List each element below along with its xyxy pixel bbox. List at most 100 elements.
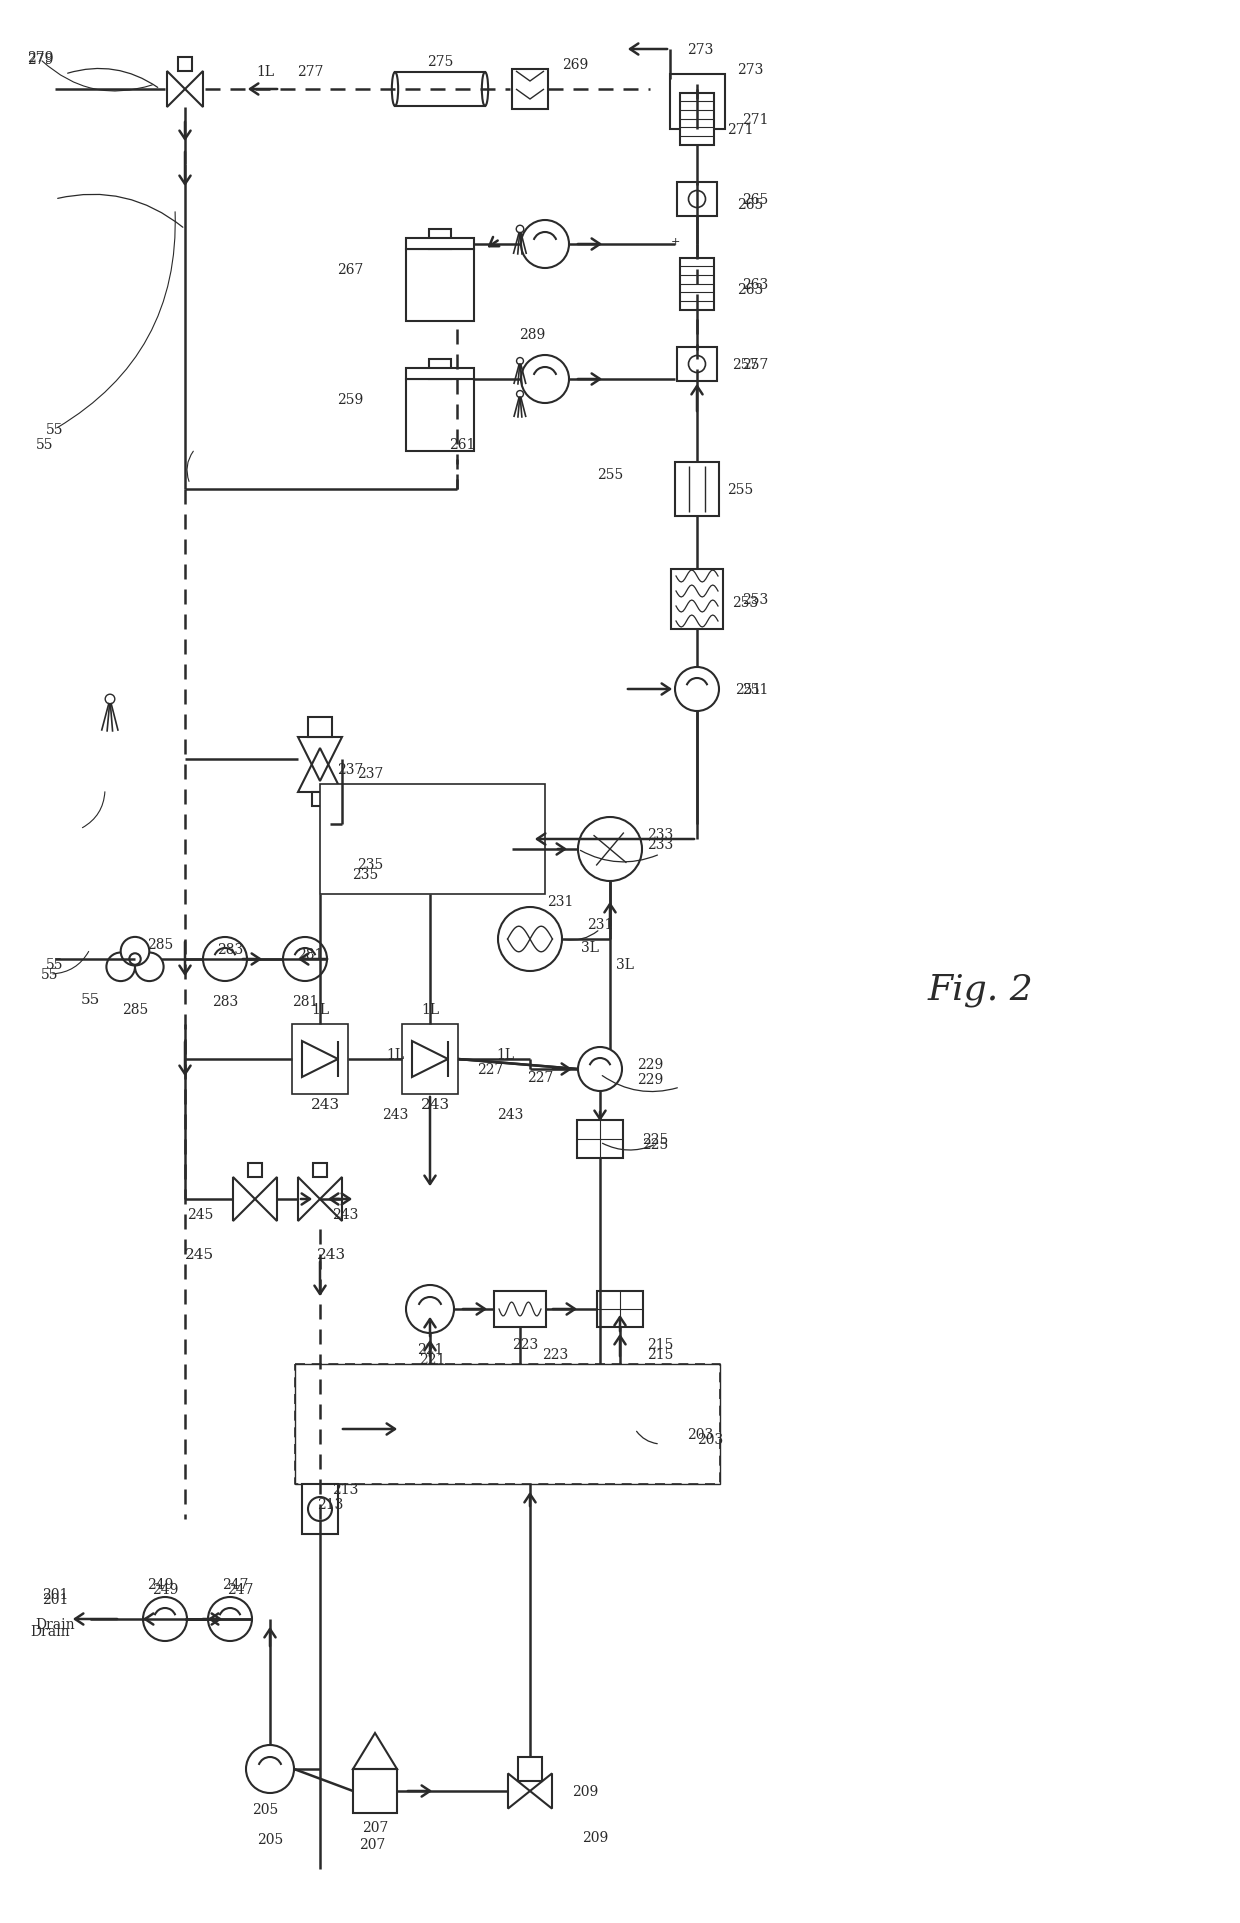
- Ellipse shape: [627, 1408, 642, 1450]
- Text: 267: 267: [337, 263, 363, 277]
- Text: 283: 283: [217, 942, 243, 956]
- Circle shape: [521, 221, 569, 269]
- Circle shape: [516, 227, 523, 233]
- Text: 205: 205: [257, 1833, 283, 1846]
- Text: 201: 201: [42, 1586, 68, 1602]
- Text: 243: 243: [332, 1208, 358, 1221]
- Text: 225: 225: [642, 1133, 668, 1146]
- Text: 281: 281: [296, 948, 324, 962]
- Text: 233: 233: [647, 827, 673, 842]
- Bar: [405, 238, 474, 250]
- Text: 251: 251: [735, 683, 761, 696]
- Ellipse shape: [321, 819, 335, 860]
- Text: 3L: 3L: [616, 958, 634, 971]
- Text: 285: 285: [146, 938, 174, 952]
- Circle shape: [107, 954, 135, 981]
- Text: Fig. 2: Fig. 2: [928, 973, 1033, 1006]
- Bar: [405, 250, 474, 321]
- Bar: [405, 369, 474, 381]
- Bar: [670, 75, 725, 131]
- Text: 227: 227: [527, 1071, 553, 1085]
- Bar: [512, 69, 548, 110]
- Bar: [677, 183, 717, 217]
- Text: 203: 203: [697, 1433, 723, 1446]
- Text: 249: 249: [151, 1583, 179, 1596]
- Polygon shape: [303, 1042, 339, 1077]
- Circle shape: [405, 1285, 454, 1333]
- Text: 227: 227: [477, 1061, 503, 1077]
- Text: 209: 209: [572, 1785, 598, 1798]
- Text: 235: 235: [352, 867, 378, 881]
- Text: 3L: 3L: [582, 940, 599, 954]
- Circle shape: [521, 356, 569, 404]
- Text: 247: 247: [222, 1577, 248, 1590]
- Text: 243: 243: [497, 1108, 523, 1121]
- Text: 207: 207: [362, 1819, 388, 1835]
- Text: 271: 271: [742, 113, 769, 127]
- Text: 231: 231: [587, 917, 614, 931]
- Circle shape: [120, 937, 149, 965]
- Text: 235: 235: [357, 858, 383, 871]
- Text: 263: 263: [737, 283, 763, 296]
- Text: 213: 213: [316, 1498, 343, 1511]
- Text: 257: 257: [742, 358, 769, 371]
- Bar: [329, 819, 513, 860]
- Bar: [295, 1363, 720, 1485]
- Text: 231: 231: [547, 894, 573, 908]
- Text: 209: 209: [582, 1831, 608, 1844]
- Text: Drain: Drain: [30, 1625, 69, 1638]
- Bar: [303, 1485, 339, 1535]
- Text: 261: 261: [449, 438, 475, 452]
- Text: 289: 289: [518, 327, 546, 342]
- Text: 243: 243: [310, 1098, 340, 1111]
- Bar: [291, 1025, 348, 1094]
- Circle shape: [135, 954, 164, 981]
- Text: 229: 229: [637, 1073, 663, 1086]
- Bar: [405, 381, 474, 452]
- Text: Drain: Drain: [35, 1617, 74, 1631]
- Bar: [353, 1769, 397, 1813]
- Text: 263: 263: [742, 277, 768, 292]
- Bar: [320, 785, 546, 894]
- Bar: [248, 1163, 262, 1177]
- Text: 281: 281: [291, 994, 319, 1008]
- Bar: [429, 231, 451, 250]
- Text: 279: 279: [27, 54, 53, 67]
- Circle shape: [688, 356, 706, 373]
- Bar: [518, 1758, 542, 1781]
- Text: 215: 215: [647, 1348, 673, 1361]
- Text: 237: 237: [357, 767, 383, 781]
- Text: 1L: 1L: [496, 1048, 515, 1061]
- Text: 243: 243: [317, 1248, 346, 1261]
- Text: 255: 255: [727, 483, 753, 496]
- Bar: [312, 792, 329, 806]
- Text: 221: 221: [417, 1342, 443, 1356]
- Ellipse shape: [392, 73, 398, 108]
- Text: 205: 205: [252, 1802, 278, 1815]
- Text: 271: 271: [727, 123, 753, 137]
- Ellipse shape: [482, 73, 489, 108]
- Bar: [308, 717, 332, 738]
- Text: 279: 279: [27, 52, 53, 65]
- Circle shape: [203, 938, 247, 981]
- Polygon shape: [412, 1042, 448, 1077]
- Text: 55: 55: [81, 992, 99, 1006]
- Circle shape: [129, 954, 140, 965]
- Text: 213: 213: [332, 1483, 358, 1496]
- Text: 215: 215: [647, 1336, 673, 1352]
- Text: 273: 273: [687, 42, 713, 58]
- Text: 243: 243: [420, 1098, 450, 1111]
- Text: 1L: 1L: [420, 1002, 439, 1017]
- Circle shape: [517, 358, 523, 365]
- Circle shape: [105, 694, 115, 704]
- Circle shape: [578, 1048, 622, 1092]
- Bar: [179, 58, 192, 71]
- Text: 255: 255: [596, 467, 624, 483]
- Text: +: +: [671, 237, 680, 246]
- Text: 253: 253: [742, 592, 768, 606]
- Circle shape: [246, 1744, 294, 1792]
- Text: 223: 223: [512, 1336, 538, 1352]
- Text: 275: 275: [427, 56, 453, 69]
- Bar: [671, 569, 723, 629]
- Text: 1L: 1L: [255, 65, 274, 79]
